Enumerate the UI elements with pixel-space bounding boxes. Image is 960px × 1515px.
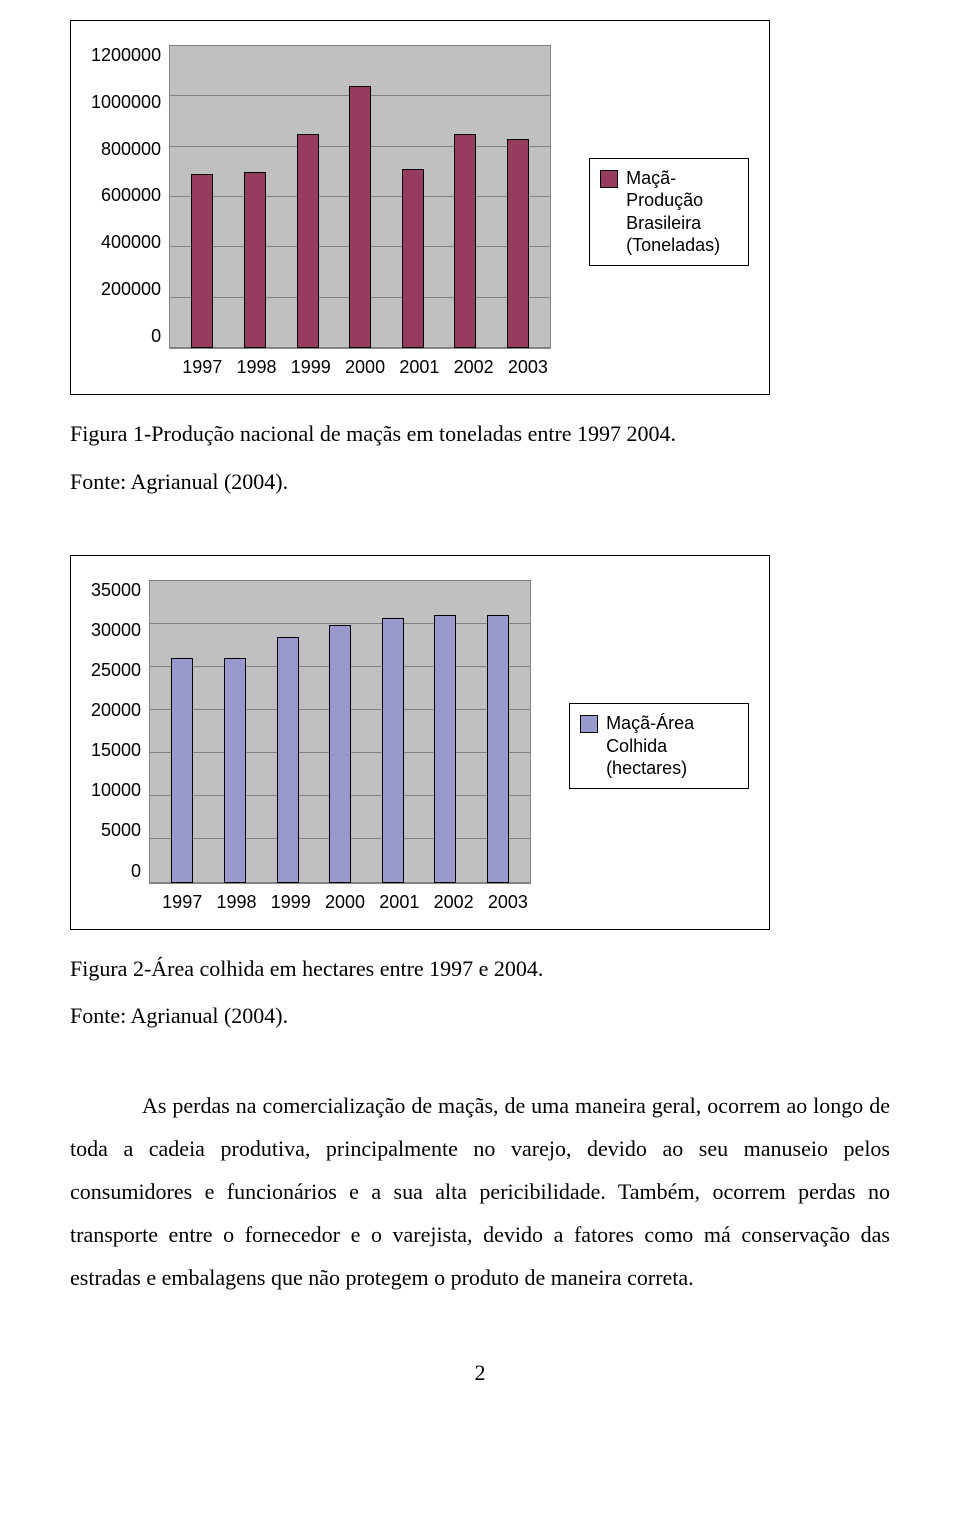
chart-bar (171, 658, 193, 882)
chart-ytick-label: 30000 (91, 620, 141, 641)
chart-2-xaxis-labels: 1997199819992000200120022003 (149, 884, 541, 913)
chart-bar (402, 169, 424, 348)
chart-1-legend-swatch (600, 170, 618, 188)
chart-xtick-label: 1997 (155, 892, 209, 913)
chart-ytick-label: 400000 (101, 232, 161, 253)
chart-ytick-label: 1000000 (91, 92, 161, 113)
chart-1-xaxis-labels: 1997199819992000200120022003 (169, 349, 561, 378)
document-page: 120000010000008000006000004000002000000 … (0, 0, 960, 1426)
chart-ytick-label: 5000 (101, 820, 141, 841)
chart-1-yaxis-labels: 1200000 1000000 800000 600000 400000 200000 0 (91, 45, 169, 347)
body-paragraph: As perdas na comercialização de maçãs, d… (70, 1085, 890, 1299)
chart-bar (434, 615, 456, 882)
chart-ytick-label: 800000 (101, 139, 161, 160)
chart-xtick-label: 2000 (318, 892, 372, 913)
chart-bar (191, 174, 213, 348)
chart-2-legend-swatch (580, 715, 598, 733)
page-number: 2 (70, 1360, 890, 1386)
chart-1-legend-text: Maçã-Produção Brasileira (Toneladas) (626, 167, 734, 257)
chart-ytick-label: 35000 (91, 580, 141, 601)
chart-1-container: 120000010000008000006000004000002000000 … (70, 20, 770, 395)
chart-xtick-label: 2002 (426, 892, 480, 913)
chart-ytick-label: 200000 (101, 279, 161, 300)
chart-xtick-label: 2000 (338, 357, 392, 378)
body-paragraph-text: As perdas na comercialização de maçãs, d… (70, 1093, 890, 1290)
chart-ytick-label: 0 (151, 326, 161, 347)
chart-ytick-label: 600000 (101, 185, 161, 206)
chart-bar (349, 86, 371, 348)
chart-2-legend-text: Maçã-Área Colhida (hectares) (606, 712, 734, 780)
chart-bar (244, 172, 266, 348)
chart-1-plot-area (169, 45, 551, 349)
chart-ytick-label: 1200000 (91, 45, 161, 66)
chart-2-caption-line2: Fonte: Agrianual (2004). (70, 995, 890, 1037)
chart-ytick-label: 15000 (91, 740, 141, 761)
chart-xtick-label: 2003 (501, 357, 555, 378)
chart-2-caption-line1: Figura 2-Área colhida em hectares entre … (70, 948, 890, 990)
chart-bar (224, 658, 246, 882)
chart-ytick-label: 20000 (91, 700, 141, 721)
chart-1-caption-line2: Fonte: Agrianual (2004). (70, 461, 890, 503)
chart-ytick-label: 10000 (91, 780, 141, 801)
chart-xtick-label: 2002 (446, 357, 500, 378)
chart-xtick-label: 1997 (175, 357, 229, 378)
chart-2-yaxis-labels: 35000 30000 25000 20000 15000 10000 5000 0 (91, 580, 149, 882)
chart-ytick-label: 0 (131, 861, 141, 882)
chart-1-caption-line1: Figura 1-Produção nacional de maçãs em t… (70, 413, 890, 455)
chart-xtick-label: 2001 (372, 892, 426, 913)
chart-xtick-label: 2003 (481, 892, 535, 913)
chart-xtick-label: 1998 (209, 892, 263, 913)
chart-xtick-label: 2001 (392, 357, 446, 378)
chart-xtick-label: 1999 (264, 892, 318, 913)
chart-bar (487, 615, 509, 882)
chart-1-legend: Maçã-Produção Brasileira (Toneladas) (589, 158, 749, 266)
chart-ytick-label: 25000 (91, 660, 141, 681)
chart-2-container: 35000 30000 25000 20000 15000 10000 5000 0 1997… (70, 555, 770, 930)
chart-bar (277, 637, 299, 883)
chart-2-legend: Maçã-Área Colhida (hectares) (569, 703, 749, 789)
chart-bar (297, 134, 319, 348)
chart-bar (329, 625, 351, 882)
chart-bar (382, 618, 404, 883)
chart-bar (507, 139, 529, 348)
chart-bar (454, 134, 476, 348)
chart-xtick-label: 1998 (229, 357, 283, 378)
chart-xtick-label: 1999 (284, 357, 338, 378)
chart-2-plot-area (149, 580, 531, 884)
